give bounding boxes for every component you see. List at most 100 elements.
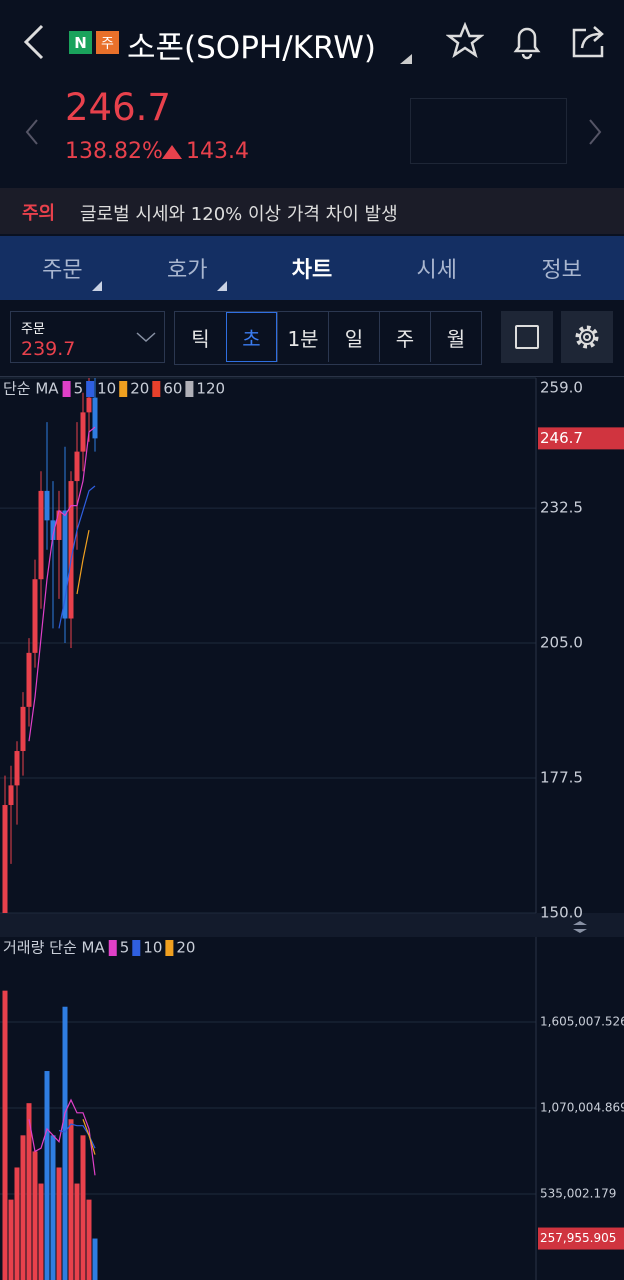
candle-body xyxy=(86,397,92,413)
y-tick-label: 1,070,004.869 xyxy=(540,1101,624,1115)
settings-button[interactable] xyxy=(561,311,613,363)
candle-body xyxy=(74,451,80,482)
ma-line xyxy=(28,426,96,742)
order-label: 주문 xyxy=(21,322,45,337)
tab[interactable]: 주문 xyxy=(0,236,125,300)
interval-button[interactable]: 틱 xyxy=(191,326,210,351)
candle-body xyxy=(44,490,50,521)
legend-entry: 5 xyxy=(120,939,130,957)
badge: N xyxy=(69,31,92,54)
legend-entry: 120 xyxy=(196,380,225,398)
coin-name[interactable]: 소폰(SOPH/KRW) xyxy=(127,30,377,66)
interval-button[interactable]: 주 xyxy=(379,312,430,362)
dropdown-icon xyxy=(91,281,102,291)
legend-swatch xyxy=(152,381,161,397)
candle-body xyxy=(80,412,86,452)
interval-group: 틱 초 1분 일 주 월 xyxy=(174,311,482,365)
mini-chart-box xyxy=(410,98,567,164)
prev-arrow[interactable] xyxy=(24,118,40,146)
legend-entry: 10 xyxy=(97,380,116,398)
tab[interactable]: 시세 xyxy=(416,258,458,283)
tab-bar: 주문 호가 차트 시세 정보 xyxy=(0,236,624,300)
change-pct: 138.82% xyxy=(65,139,163,164)
y-tick-label: 259.0 xyxy=(540,379,583,397)
legend-entry: 5 xyxy=(74,380,84,398)
favorite-icon[interactable] xyxy=(446,22,484,60)
alert-icon[interactable] xyxy=(508,22,546,60)
tab[interactable]: 정보 xyxy=(541,258,582,283)
volume-bar xyxy=(44,1071,50,1280)
volume-bar xyxy=(68,1119,74,1280)
candle-body xyxy=(26,652,32,707)
order-price: 239.7 xyxy=(21,338,76,360)
candle-body xyxy=(68,481,74,619)
share-icon[interactable] xyxy=(570,22,610,60)
ma-line xyxy=(58,485,96,629)
resize-handle[interactable] xyxy=(573,929,587,933)
current-price: 246.7 xyxy=(540,429,583,447)
legend-entry: 20 xyxy=(130,380,149,398)
volume-bar xyxy=(56,1167,62,1280)
tab[interactable]: 차트 xyxy=(291,258,333,283)
notice-bar: 주의 글로벌 시세와 120% 이상 가격 차이 발생 xyxy=(0,188,624,234)
candle-body xyxy=(62,510,68,619)
interval-button[interactable]: 1분 xyxy=(277,312,328,362)
candle-body xyxy=(32,579,38,653)
resize-handle[interactable] xyxy=(573,921,587,925)
ma-line xyxy=(82,1119,96,1155)
volume-bar xyxy=(8,1199,14,1280)
candle-body xyxy=(20,706,26,752)
legend-swatch xyxy=(165,940,174,956)
notice-text: 글로벌 시세와 120% 이상 가격 차이 발생 xyxy=(80,204,398,225)
price: 246.7 xyxy=(65,86,171,129)
notice-label: 주의 xyxy=(22,203,56,224)
volume-bar xyxy=(92,1238,98,1280)
volume-bar xyxy=(74,1183,80,1280)
back-button[interactable] xyxy=(22,24,46,60)
legend-swatch xyxy=(108,940,117,956)
chevron xyxy=(136,332,156,343)
interval-button[interactable]: 초 xyxy=(226,312,277,362)
candle-body xyxy=(92,397,98,439)
interval-button[interactable]: 월 xyxy=(430,312,481,362)
legend-label: 단순 MA xyxy=(3,380,59,398)
ma-line xyxy=(76,530,90,595)
y-tick-label: 232.5 xyxy=(540,499,583,517)
current-price-tag xyxy=(538,427,624,450)
candle-body xyxy=(8,785,14,806)
volume-bar xyxy=(20,1135,26,1280)
tab[interactable]: 호가 xyxy=(125,236,250,300)
candle-body xyxy=(50,520,56,540)
dropdown-icon xyxy=(400,54,412,64)
legend-swatch xyxy=(132,940,141,956)
y-tick-label: 177.5 xyxy=(540,769,583,787)
drawing-button[interactable] xyxy=(501,311,553,363)
volume-bar xyxy=(62,1006,68,1280)
current-volume-tag xyxy=(538,1227,624,1250)
legend-entry: 20 xyxy=(176,939,195,957)
volume-bar xyxy=(14,1167,20,1280)
y-tick-label: 205.0 xyxy=(540,634,583,652)
change: 143.4 xyxy=(186,139,249,164)
pane-separator xyxy=(0,913,624,937)
dropdown-icon xyxy=(216,281,227,291)
legend-label: 거래량 단순 MA xyxy=(3,939,105,957)
volume-bar xyxy=(86,1199,92,1280)
current-volume: 257,955.905 xyxy=(540,1231,616,1245)
legend-entry: 10 xyxy=(143,939,162,957)
legend-entry: 60 xyxy=(163,380,182,398)
volume-bar xyxy=(26,1103,32,1280)
y-tick-label: 150.0 xyxy=(540,904,583,922)
candle-body xyxy=(56,510,62,540)
candle-body xyxy=(2,805,8,913)
order-box[interactable]: 주문 239.7 xyxy=(10,311,165,363)
badge: 주 xyxy=(96,31,119,54)
legend-swatch xyxy=(119,381,128,397)
volume-bar xyxy=(38,1183,44,1280)
next-arrow[interactable] xyxy=(587,118,603,146)
legend-swatch xyxy=(86,381,95,397)
ma-line xyxy=(28,1098,96,1176)
interval-button[interactable]: 일 xyxy=(328,312,379,362)
volume-bar xyxy=(80,1135,86,1280)
